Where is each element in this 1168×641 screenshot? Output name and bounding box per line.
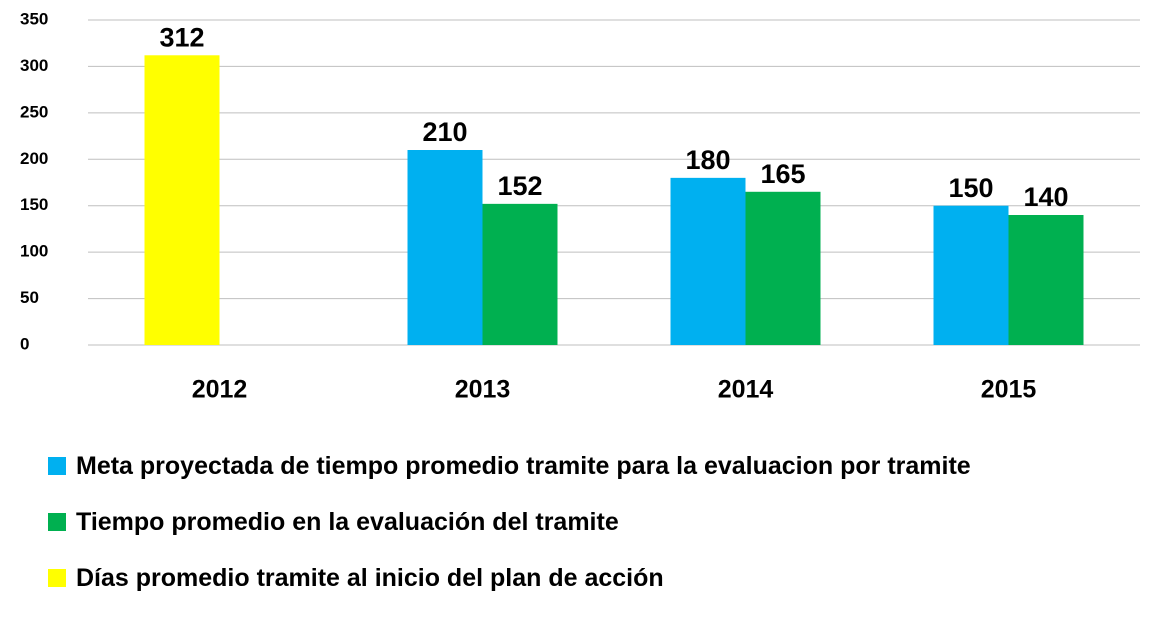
value-label: 165 — [760, 159, 805, 189]
y-tick-label: 0 — [20, 334, 29, 353]
bar — [933, 205, 1009, 345]
value-label: 210 — [422, 117, 467, 147]
legend-item: Tiempo promedio en la evaluación del tra… — [48, 503, 1158, 541]
y-tick-label: 300 — [20, 56, 48, 75]
legend-swatch — [48, 457, 66, 475]
legend-label: Meta proyectada de tiempo promedio trami… — [76, 452, 971, 480]
legend-label: Tiempo promedio en la evaluación del tra… — [76, 508, 619, 536]
bar — [1008, 215, 1084, 345]
legend-swatch — [48, 513, 66, 531]
bar — [745, 191, 821, 345]
legend-item: Días promedio tramite al inicio del plan… — [48, 559, 1158, 597]
value-label: 150 — [948, 173, 993, 203]
chart: 0 50 100 150 200 250 300 350 2012 312 2013 210 152 20… — [20, 9, 1140, 404]
legend-item: Meta proyectada de tiempo promedio trami… — [48, 447, 1158, 485]
bar — [407, 150, 483, 345]
y-tick-label: 200 — [20, 149, 48, 168]
x-tick-label: 2014 — [718, 376, 774, 404]
value-label: 312 — [159, 22, 204, 52]
x-tick-label: 2013 — [455, 376, 511, 404]
legend: Meta proyectada de tiempo promedio trami… — [48, 447, 1158, 615]
bar — [482, 203, 558, 345]
value-label: 180 — [685, 145, 730, 175]
bar — [144, 55, 220, 346]
y-tick-label: 350 — [20, 9, 48, 28]
y-tick-label: 250 — [20, 102, 48, 121]
y-tick-label: 100 — [20, 242, 48, 261]
y-tick-label: 50 — [20, 288, 39, 307]
x-tick-label: 2012 — [192, 376, 248, 404]
y-tick-label: 150 — [20, 195, 48, 214]
x-tick-label: 2015 — [981, 376, 1037, 404]
legend-swatch — [48, 569, 66, 587]
legend-label: Días promedio tramite al inicio del plan… — [76, 564, 664, 592]
value-label: 140 — [1023, 182, 1068, 212]
bar — [670, 177, 746, 345]
value-label: 152 — [497, 171, 542, 201]
